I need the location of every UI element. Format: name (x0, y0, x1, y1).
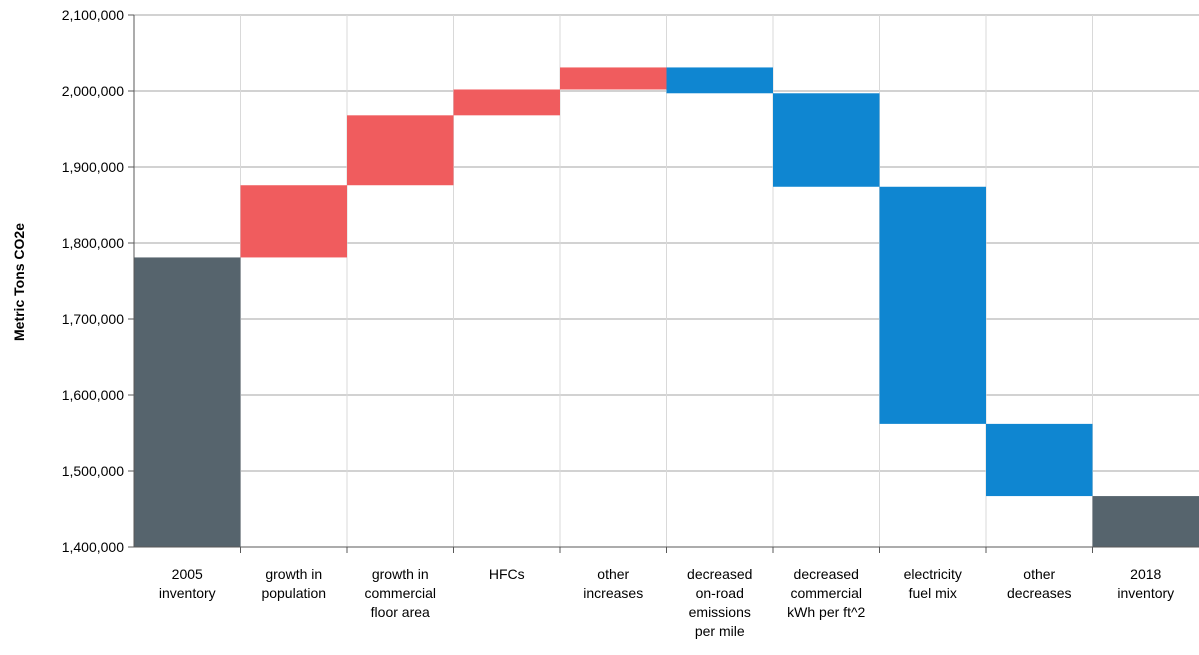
y-tick-label: 1,400,000 (62, 539, 124, 555)
bar-increase (560, 67, 667, 90)
y-tick-label: 2,000,000 (62, 83, 124, 99)
x-category-label: other decreases (1007, 566, 1072, 601)
y-tick-label: 2,100,000 (62, 7, 124, 23)
bar-total (134, 257, 241, 547)
x-category-label: 2018 inventory (1117, 566, 1174, 601)
x-category-label: electricity fuel mix (904, 566, 962, 601)
bar-decrease (666, 67, 773, 94)
axes (128, 14, 1199, 553)
bar-increase (240, 185, 347, 258)
bar-increase (347, 115, 454, 186)
bar-increase (453, 89, 560, 116)
y-tick-label: 1,500,000 (62, 463, 124, 479)
y-tick-label: 1,600,000 (62, 387, 124, 403)
x-category-label: decreased commercial kWh per ft^2 (787, 566, 865, 620)
y-tick-label: 1,800,000 (62, 235, 124, 251)
y-tick-label: 1,700,000 (62, 311, 124, 327)
bar-decrease (879, 186, 986, 424)
bar-decrease (773, 93, 880, 187)
y-axis-title: Metric Tons CO2e (11, 223, 27, 341)
x-category-label: other increases (583, 566, 643, 601)
bar-decrease (986, 423, 1093, 497)
x-category-label: 2005 inventory (159, 566, 216, 601)
y-tick-labels: 1,400,000 1,500,000 1,600,000 1,700,000 1,80… (62, 7, 124, 555)
x-category-label: decreased on-road emissions per mile (687, 566, 752, 639)
x-category-labels: 2005 inventory growth in population growth i… (159, 566, 1174, 639)
x-category-label: HFCs (489, 566, 525, 582)
x-category-label: growth in population (261, 566, 326, 601)
bars (134, 67, 1199, 547)
x-category-label: growth in commercial floor area (364, 566, 436, 620)
bar-total (1092, 496, 1199, 547)
y-tick-label: 1,900,000 (62, 159, 124, 175)
